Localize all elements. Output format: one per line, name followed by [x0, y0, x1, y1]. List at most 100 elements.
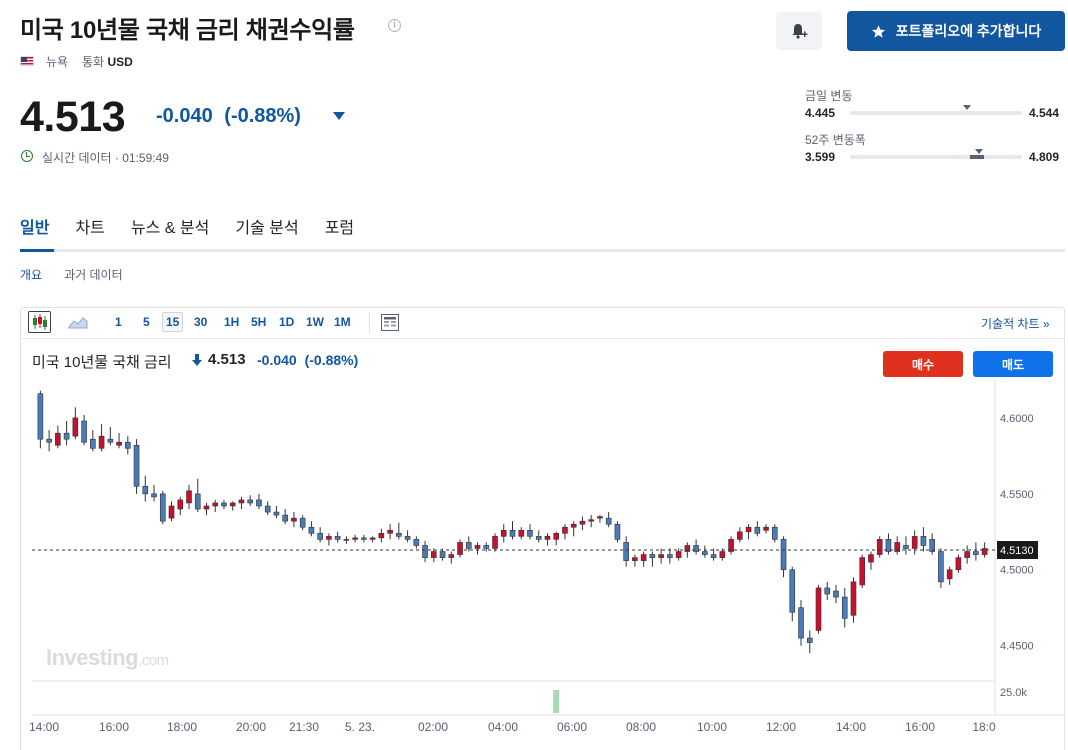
candle-body [920, 536, 927, 546]
candle-body [37, 393, 44, 440]
interval-5[interactable]: 5 [143, 315, 150, 329]
candle-body [63, 432, 70, 440]
x-tick-label: 14:00 [836, 720, 866, 734]
buy-button[interactable]: 매수 [883, 351, 963, 377]
tab-chart[interactable]: 차트 [75, 220, 105, 237]
main-tabs: 일반 차트 뉴스 & 분석 기술 분석 포럼 [20, 214, 354, 238]
interval-1w[interactable]: 1W [306, 315, 324, 329]
candle-body [369, 537, 376, 540]
candle-body [238, 499, 245, 504]
candle-body [256, 499, 262, 507]
week52-range-high: 4.809 [1029, 150, 1060, 164]
candle-body [850, 581, 857, 616]
candle-body [728, 539, 734, 552]
week52-range-bar [850, 149, 1022, 159]
x-tick-label: 16:00 [905, 720, 935, 734]
price-change: -0.040 (-0.88%) [156, 105, 301, 128]
interval-15[interactable]: 15 [162, 312, 184, 332]
advanced-chart-link[interactable]: 기술적 차트 » [981, 317, 1050, 331]
candle-body [483, 545, 490, 549]
candle-body [911, 536, 918, 549]
interval-1h[interactable]: 1H [224, 315, 240, 329]
candle-body [264, 505, 271, 513]
candle-body [562, 526, 568, 534]
page-title: 미국 10년물 국채 금리 채권수익률 [20, 17, 355, 44]
candle-body [815, 587, 822, 631]
y-tick-label: 4.5000 [1000, 565, 1034, 577]
chart-toolbar: 1 5 15 30 1H 5H 1D 1W 1M [20, 307, 1065, 339]
currency-label: 통화 [82, 55, 105, 69]
realtime-label: 실시간 데이터 [42, 151, 112, 165]
tab-overview[interactable]: 일반 [20, 220, 50, 237]
candle-body [177, 499, 184, 510]
interval-1m[interactable]: 1M [334, 315, 351, 329]
chart-price: 4.513 [208, 351, 246, 368]
star-icon [871, 24, 885, 38]
tab-news-analysis[interactable]: 뉴스 & 분석 [130, 220, 210, 237]
week52-range-fill [970, 155, 985, 159]
candle-body [299, 517, 306, 528]
candle-body [841, 596, 848, 619]
candle-body [710, 554, 717, 558]
interval-1d[interactable]: 1D [279, 315, 295, 329]
info-icon[interactable]: i [388, 19, 401, 32]
day-range-high: 4.544 [1029, 106, 1060, 120]
area-chart-icon[interactable] [68, 315, 88, 329]
week52-range-label: 52주 변동폭 [805, 133, 866, 147]
sub-tabs: 개요 과거 데이터 [20, 266, 123, 283]
chart-change: -0.040 (-0.88%) [257, 352, 358, 368]
candle-body [806, 637, 813, 643]
price-chart[interactable]: 4.6000 4.5500 4.5000 4.4500 4.5130 25.0k 14:00… [20, 380, 1065, 750]
chart-change-percent: (-0.88%) [304, 352, 359, 368]
chart-instrument-title: 미국 10년물 국채 금리 [32, 354, 172, 371]
candle-body [116, 441, 122, 446]
week52-range-marker [975, 149, 983, 154]
sell-button[interactable]: 매도 [973, 351, 1053, 377]
down-arrow-icon [192, 354, 202, 366]
current-price-tag [997, 541, 1038, 560]
candle-body [667, 554, 673, 558]
candlestick-type-button[interactable] [28, 311, 51, 333]
candle-body [868, 554, 874, 563]
interval-1[interactable]: 1 [115, 315, 122, 329]
x-tick-label: 20:00 [236, 720, 266, 734]
candle-body [448, 554, 455, 558]
candle-body [439, 551, 446, 558]
candle-body [798, 607, 804, 639]
candle-body [518, 529, 525, 537]
quote-time: 01:59:49 [122, 151, 169, 165]
candle-body [885, 539, 892, 552]
chart-change-value: -0.040 [257, 352, 297, 368]
candle-body [579, 520, 586, 525]
chart-settings-icon[interactable] [381, 314, 399, 331]
candle-body [142, 485, 149, 495]
add-to-portfolio-button[interactable]: 포트폴리오에 추가합니다 [847, 11, 1065, 51]
candle-body [737, 531, 743, 540]
candle-body [903, 545, 909, 549]
candle-body [98, 435, 105, 449]
x-tick-label: 18:00 [167, 720, 197, 734]
candle-body [597, 516, 603, 519]
candle-body [640, 554, 647, 561]
interval-30[interactable]: 30 [194, 315, 208, 329]
x-tick-label: 04:00 [488, 720, 518, 734]
x-tick-label: 14:00 [29, 720, 59, 734]
day-range-low: 4.445 [805, 106, 836, 120]
candle-body [955, 557, 962, 571]
candle-body [973, 551, 979, 555]
create-alert-button[interactable] [776, 12, 822, 50]
day-range-label: 금일 변동 [805, 89, 853, 103]
candle-body [431, 551, 437, 558]
subtab-historical-data[interactable]: 과거 데이터 [64, 268, 123, 282]
candle-body [81, 420, 87, 443]
candle-body [457, 542, 463, 555]
candle-body [763, 526, 769, 531]
subtab-summary[interactable]: 개요 [20, 268, 43, 282]
y-tick-label: 4.5500 [1000, 489, 1034, 501]
tab-technical[interactable]: 기술 분석 [235, 220, 299, 237]
change-percent: (-0.88%) [224, 105, 301, 127]
candle-body [719, 551, 726, 558]
candle-body [413, 539, 420, 546]
interval-5h[interactable]: 5H [251, 315, 267, 329]
tab-forum[interactable]: 포럼 [324, 220, 355, 237]
